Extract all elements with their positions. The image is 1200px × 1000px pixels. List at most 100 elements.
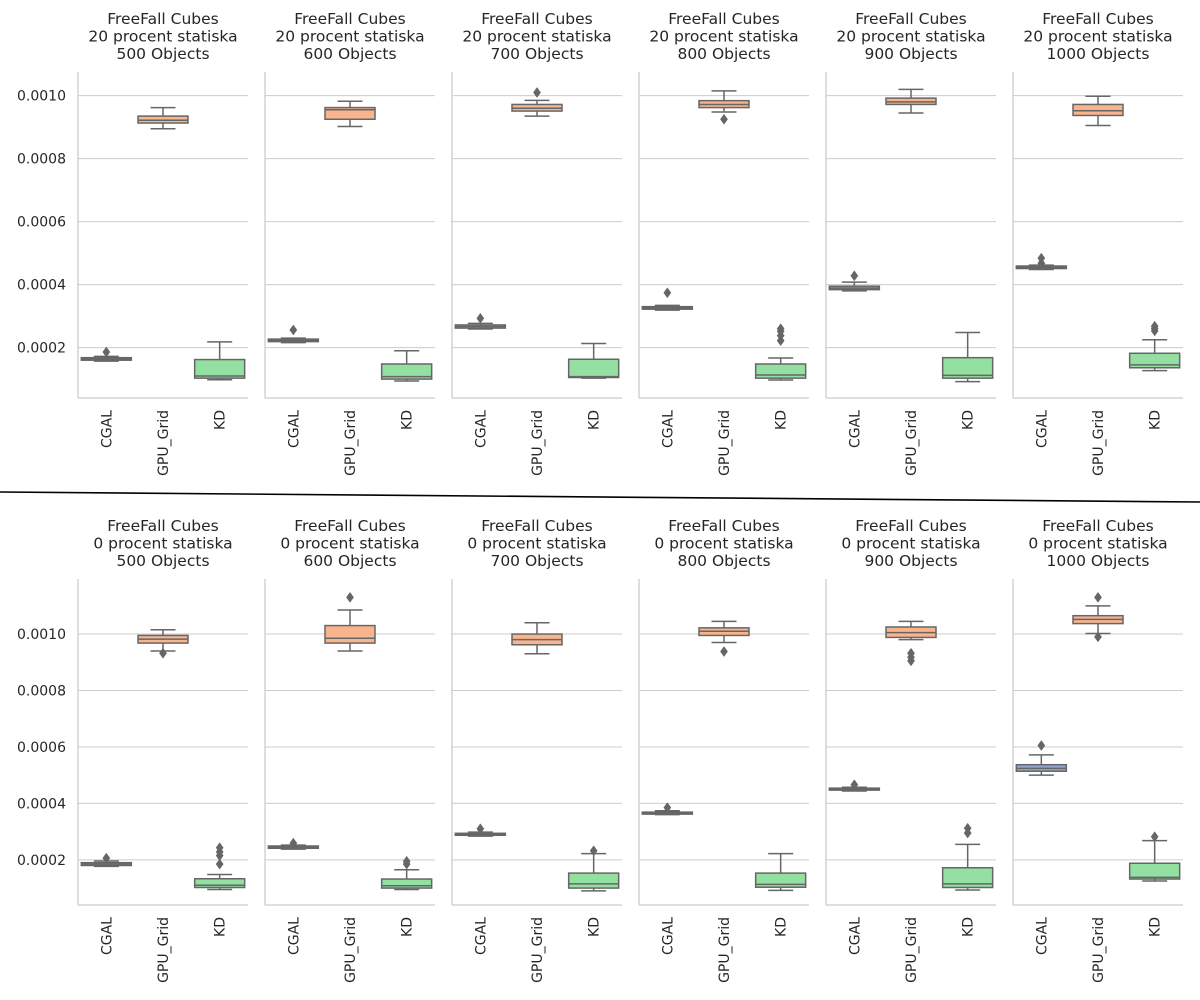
x-tick-label: GPU_Grid	[717, 410, 733, 476]
box-iqr	[380, 878, 433, 889]
x-tick-label: KD	[587, 410, 603, 430]
y-tick-label: 0.0006	[17, 215, 66, 231]
box-iqr	[324, 624, 376, 644]
box-kd	[754, 852, 807, 892]
panel-title-line: 1000 Objects	[1047, 45, 1150, 63]
y-tick-label: 0.0010	[17, 627, 66, 643]
box-iqr	[1128, 862, 1181, 880]
box-gpu-grid	[698, 620, 750, 657]
box-iqr	[941, 356, 994, 379]
panel-title-line: 0 procent statiska	[467, 535, 606, 553]
x-tick-label: CGAL	[660, 917, 676, 955]
box-cgal	[641, 802, 694, 816]
outlier-point	[102, 346, 111, 358]
x-tick-label: GPU_Grid	[717, 917, 733, 983]
box-gpu-grid	[885, 620, 937, 667]
x-tick-label: KD	[961, 410, 977, 430]
x-tick-label: GPU_Grid	[156, 917, 172, 983]
panel-title-line: 600 Objects	[303, 45, 396, 63]
x-tick-label: CGAL	[473, 917, 489, 955]
box-gpu-grid	[324, 100, 376, 128]
box-iqr	[941, 866, 994, 889]
x-tick-label: CGAL	[1034, 410, 1050, 448]
panel-title-line: 20 procent statiska	[88, 28, 237, 46]
panel-title-line: FreeFall Cubes	[294, 10, 406, 28]
outlier-point	[963, 822, 972, 834]
box-gpu-grid	[698, 90, 750, 125]
outlier-point	[102, 852, 111, 864]
panel-title-line: FreeFall Cubes	[668, 10, 780, 28]
box-kd	[1128, 831, 1181, 882]
panel-title-line: 800 Objects	[677, 552, 770, 570]
box-kd	[567, 342, 620, 379]
panel-title-line: FreeFall Cubes	[481, 10, 593, 28]
panel-title-line: FreeFall Cubes	[668, 517, 780, 535]
panel-title-line: 0 procent statiska	[654, 535, 793, 553]
box-cgal	[267, 837, 320, 850]
panel-title-line: FreeFall Cubes	[107, 10, 219, 28]
outlier-point	[215, 842, 224, 854]
outlier-point	[159, 647, 167, 659]
box-kd	[567, 845, 620, 892]
row-separator-line	[0, 491, 1200, 503]
y-tick-label: 0.0008	[17, 683, 66, 699]
outlier-point	[663, 802, 672, 814]
box-cgal	[80, 852, 133, 868]
box-gpu-grid	[1072, 591, 1124, 643]
x-tick-label: GPU_Grid	[343, 917, 359, 983]
panel-title-line: 900 Objects	[864, 552, 957, 570]
panel-title-line: 0 procent statiska	[1028, 535, 1167, 553]
box-cgal	[828, 779, 881, 792]
panel-title-line: 700 Objects	[490, 552, 583, 570]
box-gpu-grid	[1072, 95, 1124, 127]
panel-title-line: 0 procent statiska	[841, 535, 980, 553]
box-cgal	[267, 324, 320, 344]
outlier-point	[907, 647, 915, 659]
outlier-point	[850, 779, 859, 791]
x-tick-label: KD	[961, 917, 977, 937]
outlier-point	[720, 113, 728, 125]
panel-title-line: FreeFall Cubes	[107, 517, 219, 535]
x-tick-label: CGAL	[286, 917, 302, 955]
box-gpu-grid	[137, 106, 189, 130]
panel-title-line: 700 Objects	[490, 45, 583, 63]
outlier-point	[589, 845, 598, 857]
box-kd	[941, 822, 994, 891]
box-iqr	[193, 878, 246, 889]
x-tick-label: KD	[587, 917, 603, 937]
outlier-point	[289, 324, 298, 336]
x-tick-label: CGAL	[847, 410, 863, 448]
panel-title-line: 0 procent statiska	[93, 535, 232, 553]
outlier-point	[346, 591, 354, 603]
panel-title-line: 600 Objects	[303, 552, 396, 570]
box-iqr	[754, 363, 807, 379]
box-cgal	[828, 270, 881, 292]
box-cgal	[454, 312, 507, 330]
x-tick-label: CGAL	[847, 917, 863, 955]
outlier-point	[1037, 740, 1046, 751]
outlier-point	[1037, 252, 1046, 264]
panel-title-line: 800 Objects	[677, 45, 770, 63]
panel-title-line: FreeFall Cubes	[481, 517, 593, 535]
box-kd	[380, 350, 433, 382]
box-iqr	[567, 358, 620, 379]
y-tick-label: 0.0008	[17, 152, 66, 168]
box-iqr	[1128, 352, 1181, 369]
box-iqr	[1072, 103, 1124, 117]
outlier-point	[776, 323, 785, 335]
box-gpu-grid	[324, 591, 376, 652]
outlier-point	[215, 858, 224, 870]
outlier-point	[533, 87, 541, 98]
box-cgal	[641, 287, 694, 311]
x-tick-label: CGAL	[99, 410, 115, 448]
box-gpu-grid	[511, 87, 563, 117]
box-gpu-grid	[511, 621, 563, 655]
